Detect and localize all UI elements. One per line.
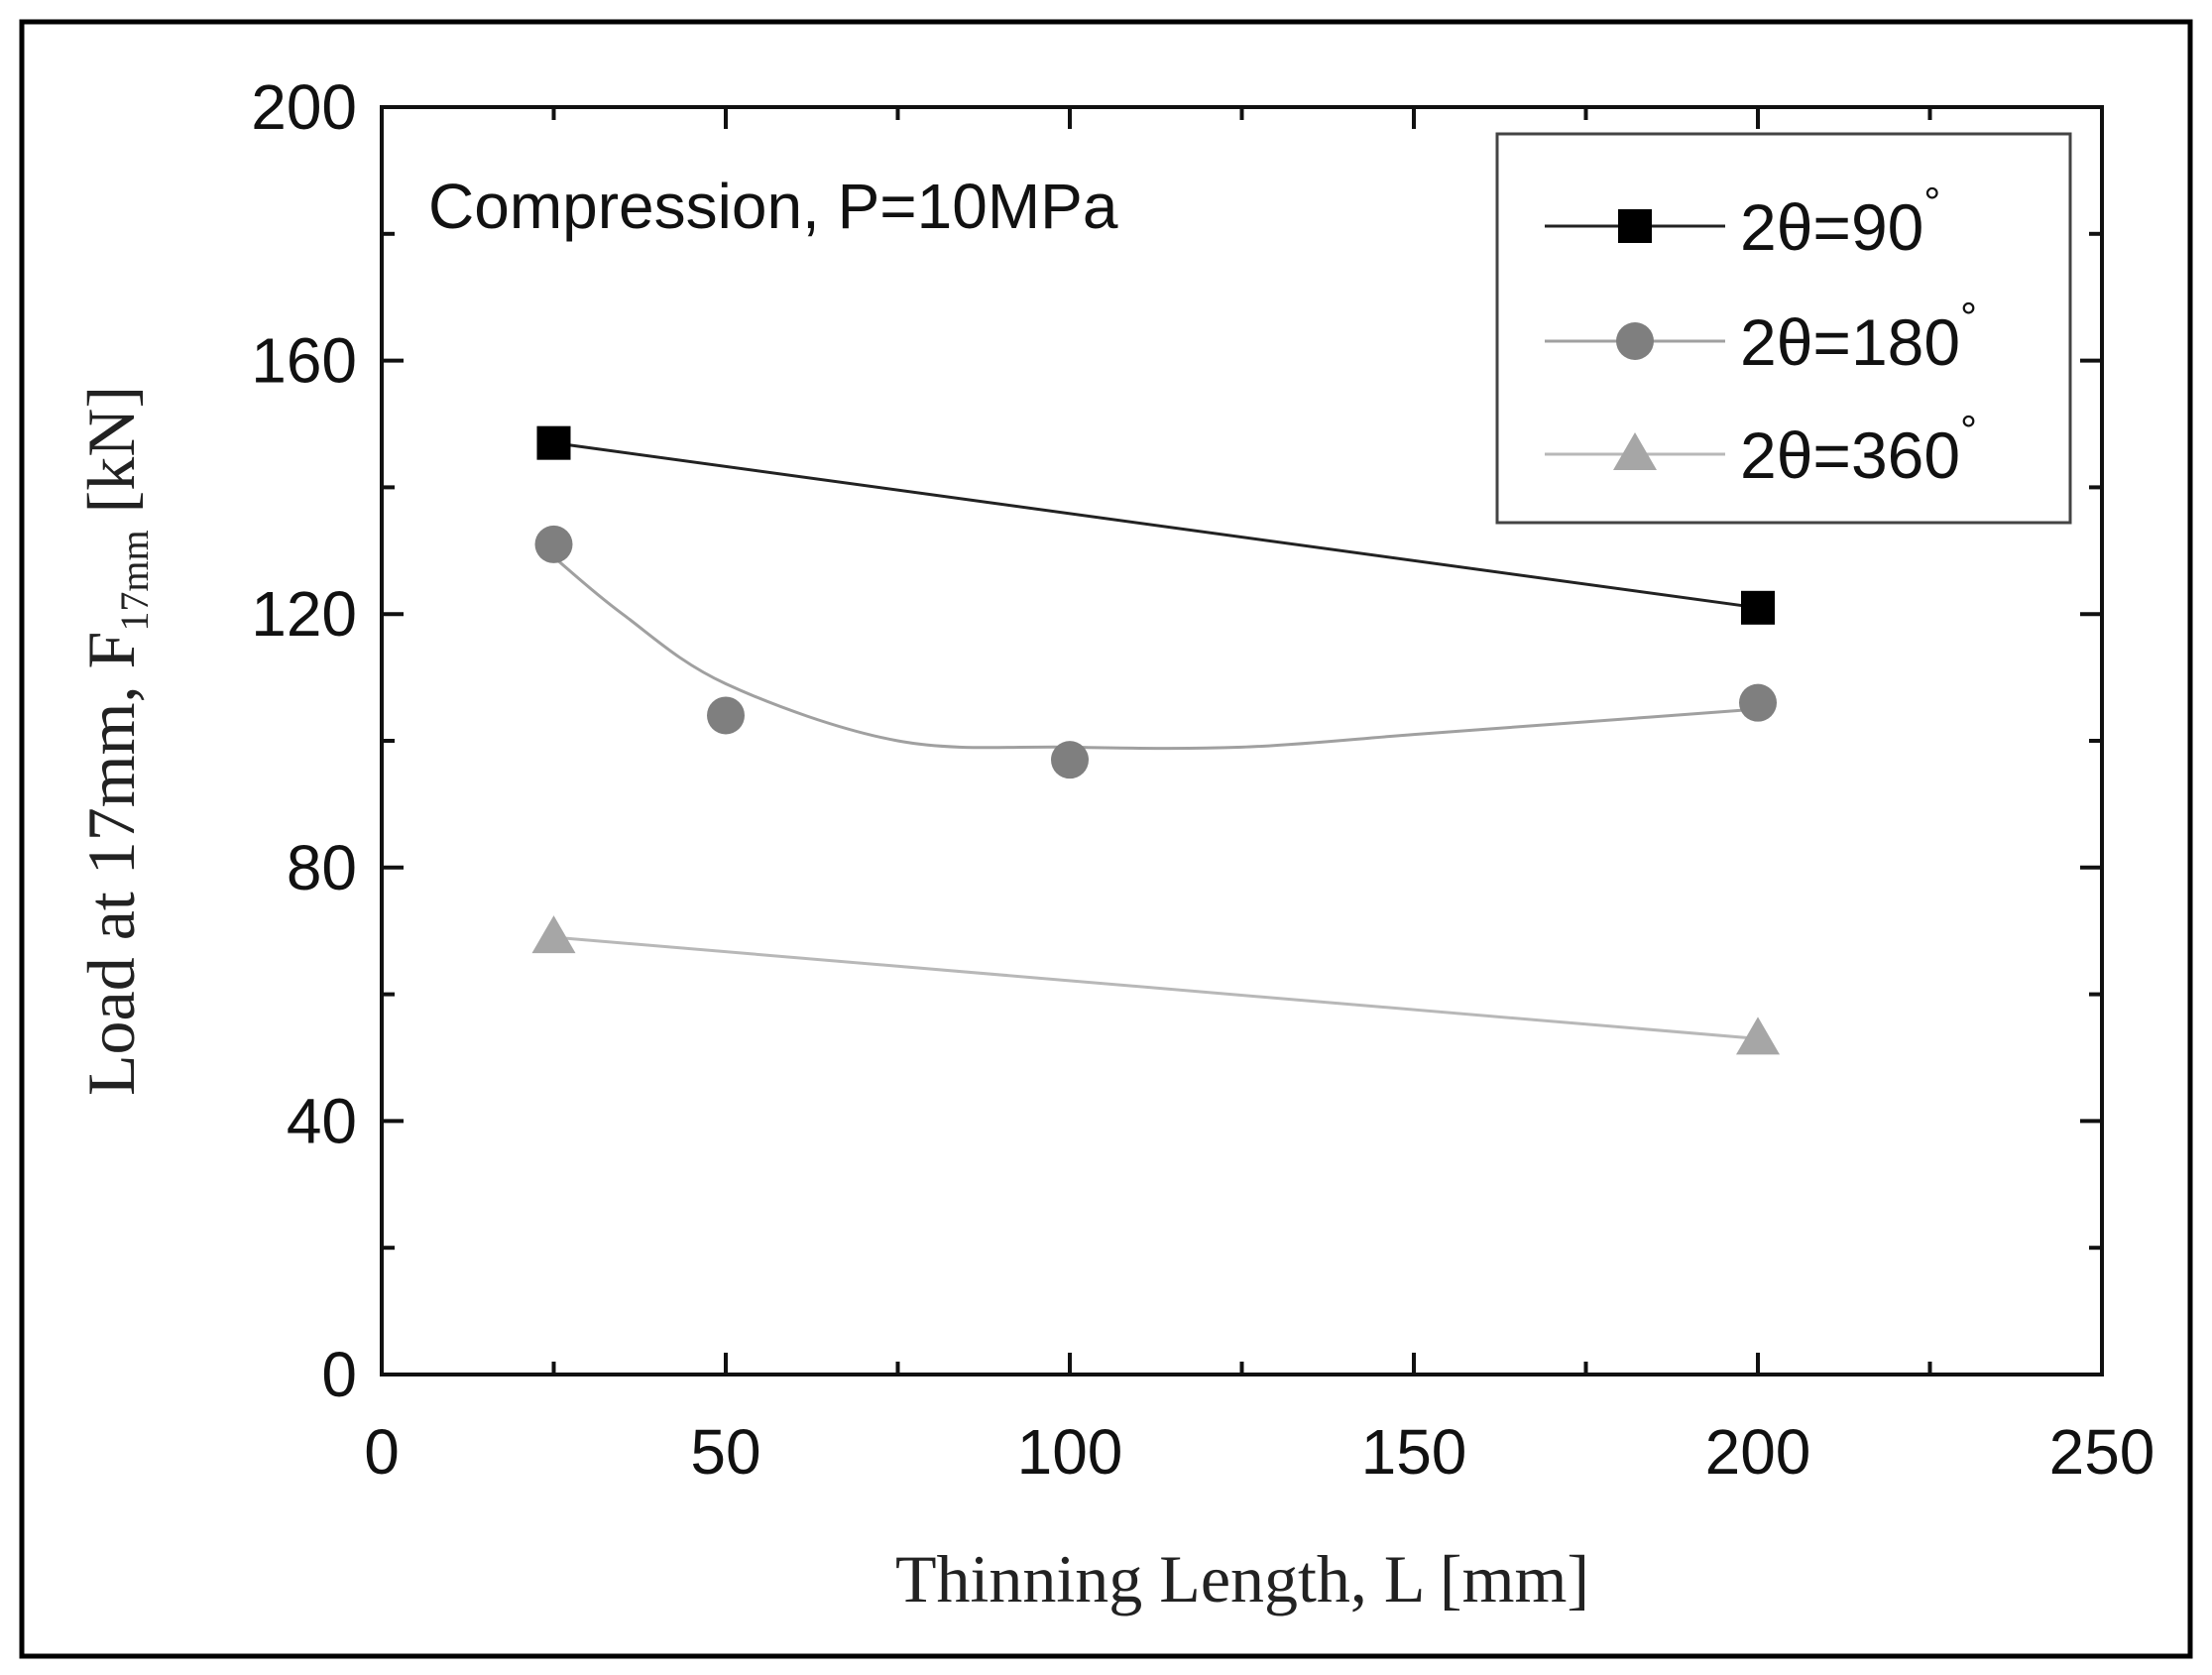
series-lines [552,441,1759,1040]
data-point-square [536,425,571,460]
legend-box [1495,132,2072,525]
legend-label-degree: ° [1960,407,1977,453]
x-tick-label: 50 [690,1416,760,1488]
legend-label-text: 2θ=90 [1740,190,1923,264]
legend-marker-circle [1616,322,1654,360]
x-tick-label: 200 [1705,1416,1811,1488]
series-markers [531,425,1780,1055]
legend-label: 2θ=180° [1740,294,1977,379]
legend-label: 2θ=90° [1740,179,1940,264]
legend-label-text: 2θ=360 [1740,419,1960,492]
y-tick-label: 160 [251,325,357,397]
legend-marker-square [1618,209,1652,243]
y-tick-label: 200 [251,71,357,143]
y-tick-labels: 0 40 80 120 160 200 [251,71,357,1410]
y-tick-label: 40 [287,1085,357,1156]
y-axis-title: Load at 17mm, F17mm [kN] [73,386,157,1096]
data-point-circle [707,696,745,735]
x-axis-title: Thinning Length, L [mm] [895,1541,1589,1616]
y-axis-title-prefix: Load at 17mm, F [73,632,149,1096]
data-point-circle [1739,683,1777,722]
legend: 2θ=90°2θ=180°2θ=360° [1495,132,2072,525]
annotation-text: Compression, P=10MPa [428,171,1118,242]
series-line-2 [552,555,1759,751]
x-tick-label: 0 [364,1416,400,1488]
y-tick-label: 120 [251,578,357,650]
x-tick-label: 250 [2049,1416,2155,1488]
y-axis-title-suffix: [kN] [73,386,149,530]
legend-label-degree: ° [1923,179,1940,225]
x-tick-label: 150 [1361,1416,1467,1488]
legend-marker-triangle [1613,432,1657,470]
series-line-3 [553,935,1759,1040]
series-line-1 [553,441,1759,610]
y-tick-label: 0 [321,1339,357,1410]
y-tick-label: 80 [287,832,357,903]
legend-label-text: 2θ=180 [1740,305,1960,379]
legend-label-degree: ° [1960,294,1977,340]
data-point-square [1741,590,1775,625]
x-tick-label: 100 [1017,1416,1123,1488]
data-point-circle [534,525,573,563]
y-axis-title-subscript: 17mm [112,530,157,631]
legend-label: 2θ=360° [1740,407,1977,492]
x-tick-labels: 0 50 100 150 200 250 [364,1416,2154,1488]
data-point-circle [1051,741,1089,779]
axis-ticks [380,105,2104,1376]
data-point-triangle [1736,1017,1780,1055]
data-point-triangle [531,915,576,954]
